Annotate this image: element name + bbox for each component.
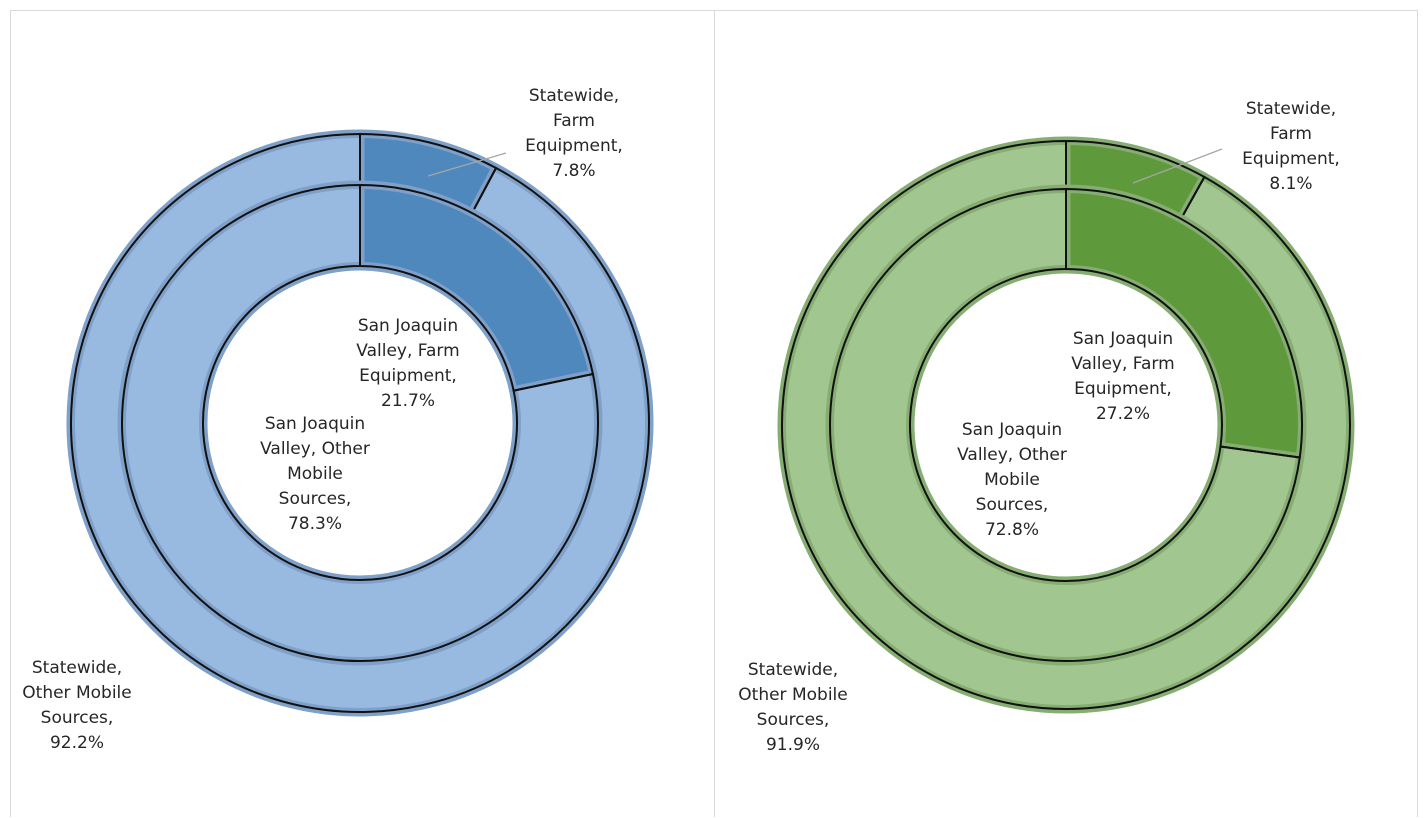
doughnut-chart-left: Statewide, Farm Equipment, 7.8% Statewide, Ot… (22, 86, 654, 753)
inner-ring-slice-outline-1-right (829, 187, 1301, 662)
outer-ring-data-label-1-left: Statewide, Other Mobile Sources, 92.2% (22, 658, 131, 753)
chart-panel-left: Statewide, Farm Equipment, 7.8% Statewide, Ot… (10, 10, 715, 817)
doughnut-chart-right: Statewide, Farm Equipment, 8.1% Statewide, Ot… (738, 99, 1355, 755)
inner-ring-slice-outline-1-left (121, 183, 599, 662)
inner-ring-data-label-1-left: San Joaquin Valley, Other Mobile Sources, 78… (260, 414, 370, 534)
inner-ring-slice-face-1-left (126, 189, 594, 657)
inner-ring-slice-outline-0-right (1065, 187, 1303, 459)
inner-ring-data-label-0-left: San Joaquin Valley, Farm Equipment, 21.7% (356, 316, 459, 411)
inner-ring-data-label-1-right: San Joaquin Valley, Other Mobile Sources, 72… (957, 420, 1067, 540)
inner-ring-slice-outline-0-left (359, 183, 595, 392)
outer-ring-data-label-0-right: Statewide, Farm Equipment, 8.1% (1242, 99, 1340, 194)
chart-panel-right: Statewide, Farm Equipment, 8.1% Statewide, Ot… (714, 10, 1418, 817)
inner-ring-slice-face-0-left (360, 189, 589, 390)
inner-ring-slice-face-0-right (1066, 193, 1298, 457)
inner-ring-slice-face-1-right (834, 193, 1296, 657)
outer-ring-data-label-1-right: Statewide, Other Mobile Sources, 91.9% (738, 660, 847, 755)
leader-line-left (427, 152, 507, 177)
inner-ring-data-label-0-right: San Joaquin Valley, Farm Equipment, 27.2% (1071, 329, 1174, 424)
outer-ring-data-label-0-left: Statewide, Farm Equipment, 7.8% (525, 86, 623, 181)
leader-line-right (1132, 148, 1223, 184)
